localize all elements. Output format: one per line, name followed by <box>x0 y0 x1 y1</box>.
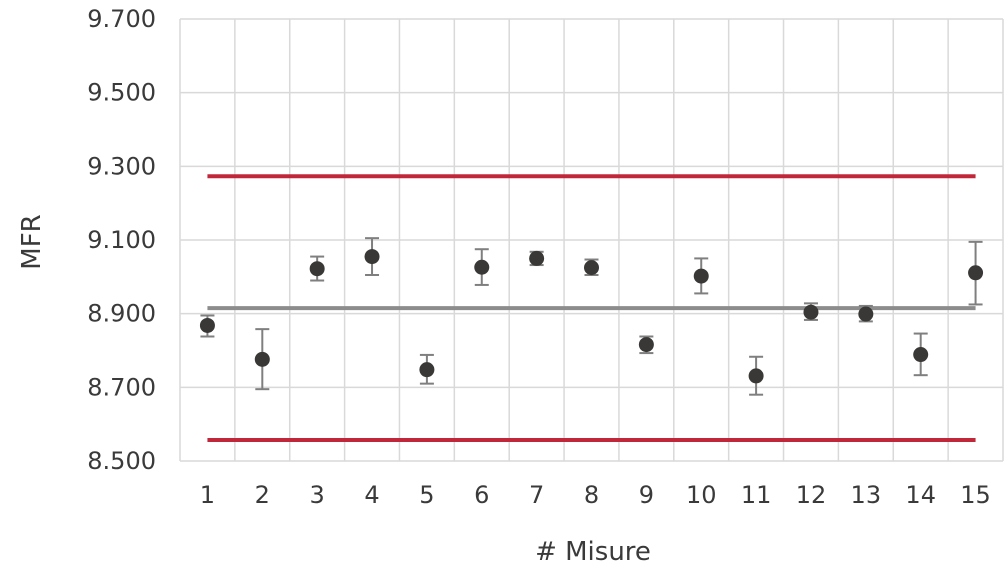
data-point <box>254 351 270 367</box>
y-tick-label: 9.700 <box>87 5 156 33</box>
data-point <box>858 306 874 322</box>
y-tick-label: 8.900 <box>87 300 156 328</box>
x-tick-label: 1 <box>200 481 215 509</box>
data-point <box>529 250 545 266</box>
data-point <box>913 347 929 363</box>
x-tick-label: 4 <box>364 481 379 509</box>
y-tick-label: 8.500 <box>87 447 156 475</box>
x-tick-label: 7 <box>529 481 544 509</box>
x-tick-label: 5 <box>419 481 434 509</box>
data-point <box>748 368 764 384</box>
data-point <box>803 304 819 320</box>
y-tick-labels: 8.500 8.700 8.900 9.100 9.300 9.500 9.700 <box>87 5 156 475</box>
x-tick-label: 11 <box>741 481 772 509</box>
x-tick-label: 6 <box>474 481 489 509</box>
data-point <box>309 261 325 277</box>
data-point <box>638 337 654 353</box>
x-tick-label: 13 <box>851 481 882 509</box>
x-tick-label: 9 <box>639 481 654 509</box>
data-point <box>419 362 435 378</box>
y-tick-label: 9.300 <box>87 152 156 180</box>
y-tick-label: 9.500 <box>87 79 156 107</box>
y-tick-label: 9.100 <box>87 226 156 254</box>
x-tick-label: 2 <box>255 481 270 509</box>
x-tick-label: 14 <box>905 481 936 509</box>
data-point <box>584 260 599 276</box>
x-tick-label: 8 <box>584 481 599 509</box>
x-tick-labels: 1 2 3 4 5 6 7 8 9 10 11 12 13 14 15 <box>200 481 991 509</box>
data-point <box>693 268 709 284</box>
x-tick-label: 3 <box>310 481 325 509</box>
data-point <box>364 249 380 265</box>
x-tick-label: 12 <box>796 481 827 509</box>
data-point <box>474 259 490 275</box>
x-tick-label: 10 <box>686 481 717 509</box>
data-point <box>199 317 215 333</box>
y-tick-label: 8.700 <box>87 373 156 401</box>
x-tick-label: 15 <box>960 481 991 509</box>
data-point <box>968 265 984 281</box>
y-axis-title: MFR <box>17 214 47 269</box>
x-axis-title: # Misure <box>535 537 651 566</box>
data-points <box>199 249 984 384</box>
grid <box>179 18 1004 462</box>
reference-lines <box>207 174 976 443</box>
